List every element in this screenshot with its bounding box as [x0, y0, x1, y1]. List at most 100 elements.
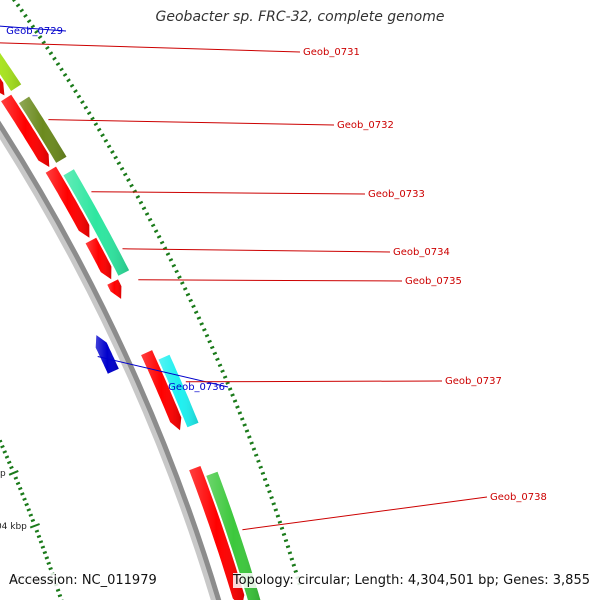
outer-tick: [185, 292, 191, 297]
outer-tick: [220, 369, 225, 374]
outer-tick: [177, 275, 182, 280]
minor-tick: [6, 460, 12, 465]
outer-tick: [193, 310, 199, 315]
minor-tick: [44, 556, 50, 560]
outer-tick: [240, 417, 245, 421]
gene-features: [0, 52, 261, 600]
gene-labels: Geob_0729 Geob_0731 Geob_0732 Geob_0733 Geob…: [0, 25, 547, 531]
gene-label[interactable]: Geob_0732: [337, 120, 394, 131]
outer-tick: [69, 83, 75, 88]
outer-tick: [93, 122, 99, 127]
outer-tick: [96, 127, 102, 132]
outer-tick: [86, 111, 92, 116]
outer-tick: [267, 489, 272, 494]
outer-tick: [19, 8, 25, 13]
leader-line: [242, 496, 488, 531]
minor-tick: [57, 593, 63, 598]
outer-tick: [26, 19, 32, 24]
outer-tick: [275, 514, 281, 518]
outer-tick: [260, 471, 266, 476]
gene-label[interactable]: Geob_0729: [6, 26, 63, 37]
minor-tick: [28, 513, 34, 517]
outer-tick: [103, 138, 109, 143]
outer-tick: [242, 423, 247, 427]
leader-line: [122, 248, 391, 253]
outer-tick: [232, 399, 238, 403]
outer-tick: [279, 526, 285, 530]
minor-tick: [30, 518, 36, 523]
gene-label[interactable]: Geob_0734: [393, 247, 450, 258]
gene-label[interactable]: Geob_0731: [303, 47, 360, 58]
outer-tick: [182, 287, 188, 291]
outer-tick: [159, 240, 165, 245]
outer-tick: [207, 339, 212, 344]
outer-tick: [249, 441, 254, 445]
outer-tick: [283, 538, 289, 543]
minor-tick: [42, 550, 48, 555]
gene-label[interactable]: Geob_0733: [368, 189, 425, 200]
outer-tick: [80, 100, 85, 105]
major-tick: [8, 469, 19, 476]
outer-tick: [289, 557, 295, 561]
minor-tick: [15, 481, 21, 486]
minor-tick: [20, 492, 25, 496]
minor-tick: [2, 450, 8, 454]
gene-label[interactable]: Geob_0737: [445, 376, 502, 387]
outer-tick: [273, 508, 279, 512]
outer-tick: [244, 429, 250, 433]
outer-tick: [55, 62, 61, 67]
outer-tick: [222, 375, 228, 379]
tick-label: 803 kbp: [0, 469, 6, 479]
outer-tick: [135, 195, 141, 199]
gene-arrow[interactable]: [107, 279, 122, 299]
gene-label[interactable]: Geob_0738: [490, 492, 547, 503]
outer-tick: [202, 327, 207, 332]
outer-tick: [209, 345, 215, 350]
gene-label[interactable]: Geob_0736: [168, 382, 225, 393]
outer-tick: [76, 94, 82, 99]
outer-tick: [235, 405, 240, 409]
tick-track: [0, 0, 302, 600]
outer-tick: [52, 56, 57, 61]
minor-tick: [13, 476, 19, 480]
outer-tick: [83, 105, 89, 110]
minor-tick: [34, 529, 40, 533]
map-title: Geobacter sp. FRC-32, complete genome: [153, 9, 447, 25]
outer-tick: [188, 298, 193, 303]
outer-tick: [110, 150, 115, 154]
outer-tick: [129, 183, 134, 188]
outer-tick: [287, 551, 293, 555]
outer-tick: [217, 363, 223, 368]
outer-tick: [253, 453, 259, 457]
outer-tick: [256, 459, 261, 463]
outer-tick: [230, 393, 235, 397]
outer-tick: [271, 502, 276, 506]
major-tick: [29, 523, 40, 529]
outer-tick: [62, 72, 68, 77]
outer-tick: [153, 229, 159, 234]
minor-tick: [36, 534, 42, 539]
minor-tick: [0, 439, 3, 443]
outer-tick: [41, 40, 47, 45]
outer-tick: [141, 206, 147, 211]
minor-tick: [22, 497, 27, 502]
tick-label: 804 kbp: [0, 522, 27, 532]
leader-line: [0, 42, 301, 53]
leader-line: [138, 279, 403, 282]
minor-tick: [24, 502, 29, 507]
outer-tick: [196, 316, 202, 320]
outer-tick: [150, 223, 156, 228]
outer-tick: [12, 0, 17, 3]
outer-tick: [269, 495, 274, 500]
outer-tick: [30, 24, 36, 29]
outer-tick: [165, 252, 171, 256]
outer-tick: [277, 520, 283, 524]
outer-tick: [15, 3, 21, 8]
gene-label[interactable]: Geob_0735: [405, 276, 462, 287]
leader-line: [91, 191, 366, 195]
accession-text: Accession: NC_011979: [9, 573, 157, 588]
outer-tick: [73, 89, 78, 94]
outer-tick: [66, 78, 71, 83]
outer-tick: [106, 144, 112, 149]
outer-tick: [90, 116, 95, 121]
